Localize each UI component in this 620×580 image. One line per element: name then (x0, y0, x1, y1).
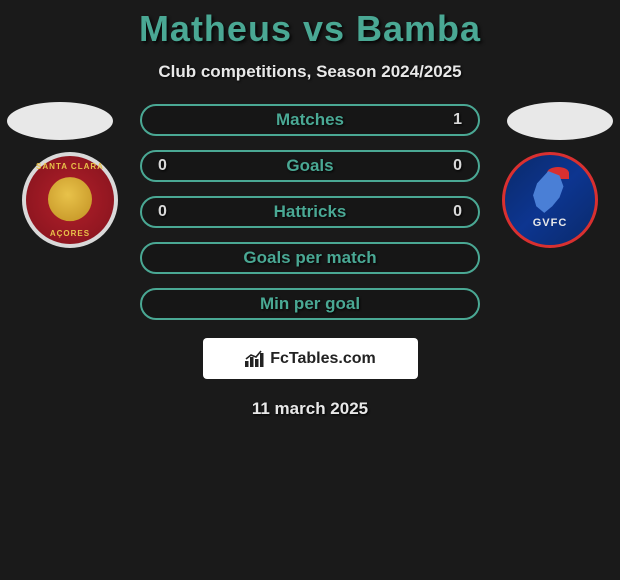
club-right-logo: GVFC (502, 152, 598, 248)
stat-label: Goals (176, 156, 444, 176)
stat-row-goals: 0 Goals 0 (140, 150, 480, 182)
comparison-card: Matheus vs Bamba Club competitions, Seas… (0, 0, 620, 419)
date-text: 11 march 2025 (252, 399, 368, 419)
page-subtitle: Club competitions, Season 2024/2025 (158, 62, 461, 82)
page-title: Matheus vs Bamba (139, 8, 481, 50)
stat-row-min-per-goal: Min per goal (140, 288, 480, 320)
eagle-icon (48, 177, 92, 221)
player-left-photo (7, 102, 113, 140)
stat-label: Matches (176, 110, 444, 130)
brand-text: FcTables.com (270, 350, 376, 368)
club-left-text-top: SANTA CLARA (27, 162, 113, 171)
stats-section: SANTA CLARA AÇORES GVFC Matches 1 0 Goal… (0, 104, 620, 419)
stat-right-value: 0 (444, 157, 462, 175)
stat-label: Goals per match (176, 248, 444, 268)
stat-label: Min per goal (176, 294, 444, 314)
stat-label: Hattricks (176, 202, 444, 222)
stat-left-value: 0 (158, 203, 176, 221)
stat-row-matches: Matches 1 (140, 104, 480, 136)
stat-left-value: 0 (158, 157, 176, 175)
stat-right-value: 0 (444, 203, 462, 221)
club-left-logo: SANTA CLARA AÇORES (22, 152, 118, 248)
stat-row-goals-per-match: Goals per match (140, 242, 480, 274)
bar-chart-icon (244, 350, 266, 368)
club-left-logo-inner: SANTA CLARA AÇORES (27, 157, 113, 243)
club-left-text-bottom: AÇORES (27, 229, 113, 238)
stat-row-hattricks: 0 Hattricks 0 (140, 196, 480, 228)
club-right-logo-inner: GVFC (507, 157, 593, 243)
club-right-text: GVFC (507, 217, 593, 229)
player-right-photo (507, 102, 613, 140)
brand-badge[interactable]: FcTables.com (203, 338, 418, 379)
stat-right-value: 1 (444, 111, 462, 129)
